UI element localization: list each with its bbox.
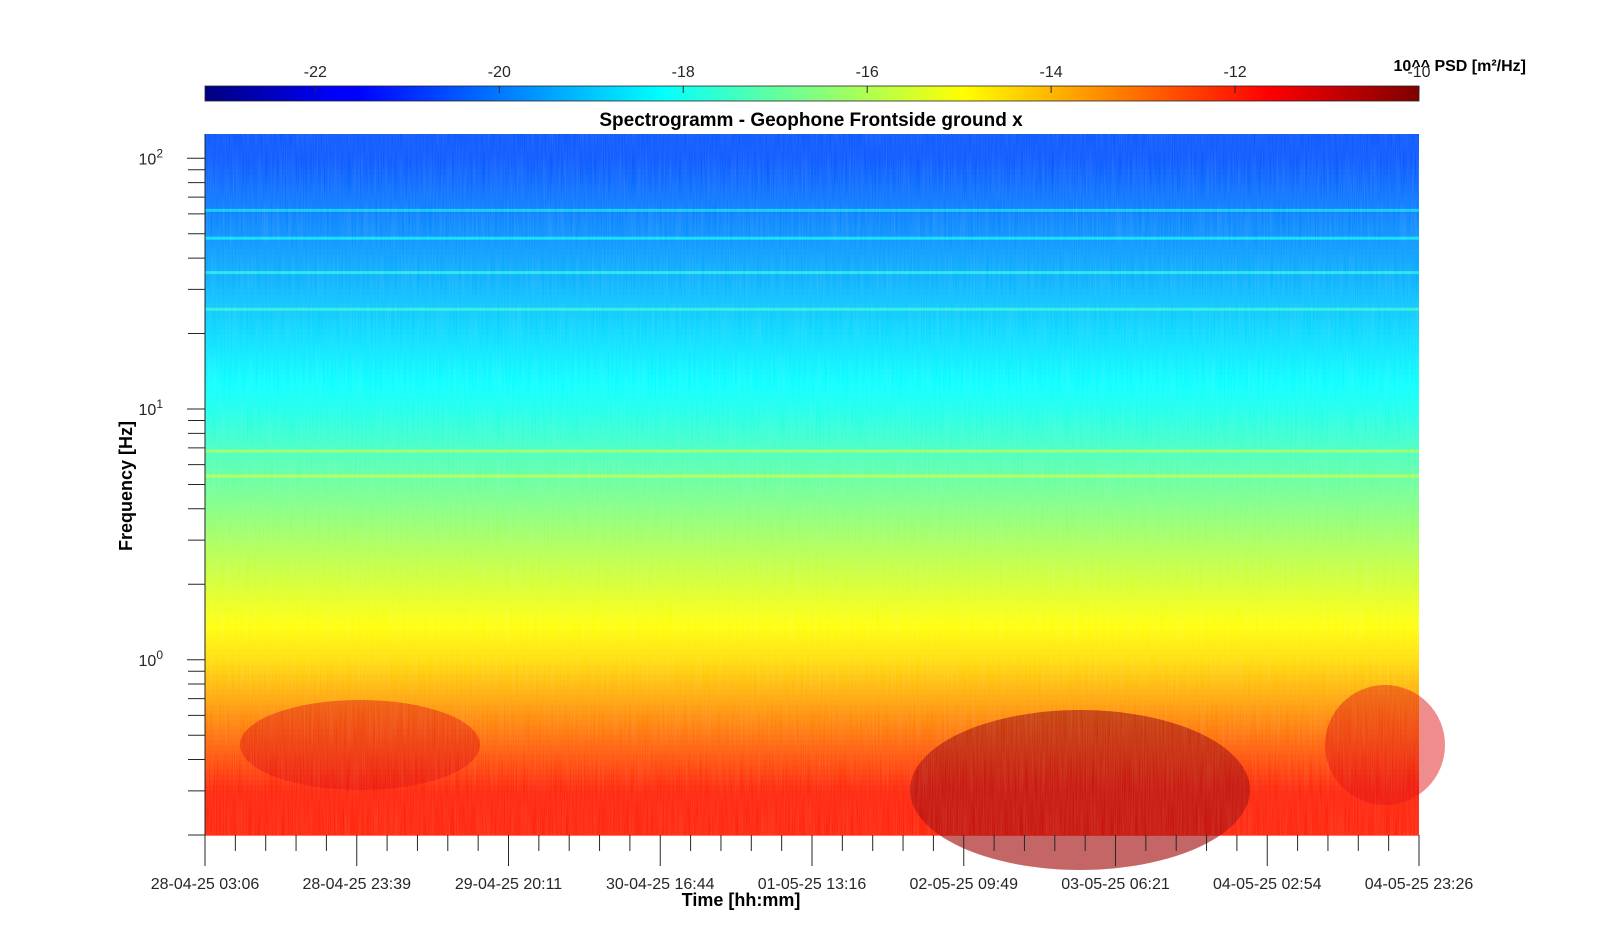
colorbar-gradient xyxy=(204,85,1420,102)
colorbar-tick-label: -20 xyxy=(488,64,511,81)
chart-title: Spectrogramm - Geophone Frontside ground… xyxy=(599,110,1023,131)
x-axis-label: Time [hh:mm] xyxy=(682,890,801,910)
y-tick-label: 102 xyxy=(139,146,164,168)
plot-area xyxy=(205,134,1445,870)
x-tick-label: 04-05-25 23:26 xyxy=(1365,876,1474,893)
colorbar-tick-label: -18 xyxy=(672,64,695,81)
x-tick-label: 02-05-25 09:49 xyxy=(909,876,1018,893)
x-tick-label: 03-05-25 06:21 xyxy=(1061,876,1170,893)
spectrogram-noise xyxy=(205,134,1419,835)
colorbar-tick-label: -14 xyxy=(1040,64,1063,81)
x-tick-label: 28-04-25 23:39 xyxy=(302,876,411,893)
x-tick-label: 29-04-25 20:11 xyxy=(455,876,562,893)
x-axis: 28-04-25 03:06 28-04-25 23:39 29-04-25 20:… xyxy=(151,835,1474,893)
y-tick-label: 100 xyxy=(139,648,164,670)
y-axis: 100 101 102 xyxy=(139,134,206,836)
colorbar: -22 -20 -18 -16 -14 -12 -10 10^^ PSD [m²/Hz] xyxy=(204,58,1526,102)
x-tick-label: 04-05-25 02:54 xyxy=(1213,876,1322,893)
y-tick-label: 101 xyxy=(139,397,164,419)
y-axis-label: Frequency [Hz] xyxy=(116,421,136,551)
x-tick-label: 01-05-25 13:16 xyxy=(758,876,867,893)
x-tick-label: 28-04-25 03:06 xyxy=(151,876,260,893)
colorbar-tick-label: -12 xyxy=(1223,64,1246,81)
colorbar-ticks: -22 -20 -18 -16 -14 -12 -10 xyxy=(304,64,1431,93)
colorbar-tick-label: -22 xyxy=(304,64,327,81)
x-tick-label: 30-04-25 16:44 xyxy=(606,876,715,893)
colorbar-tick-label: -16 xyxy=(856,64,879,81)
colorbar-tick-label: -10 xyxy=(1407,64,1430,81)
colorbar-label: 10^^ PSD [m²/Hz] xyxy=(1394,58,1526,75)
